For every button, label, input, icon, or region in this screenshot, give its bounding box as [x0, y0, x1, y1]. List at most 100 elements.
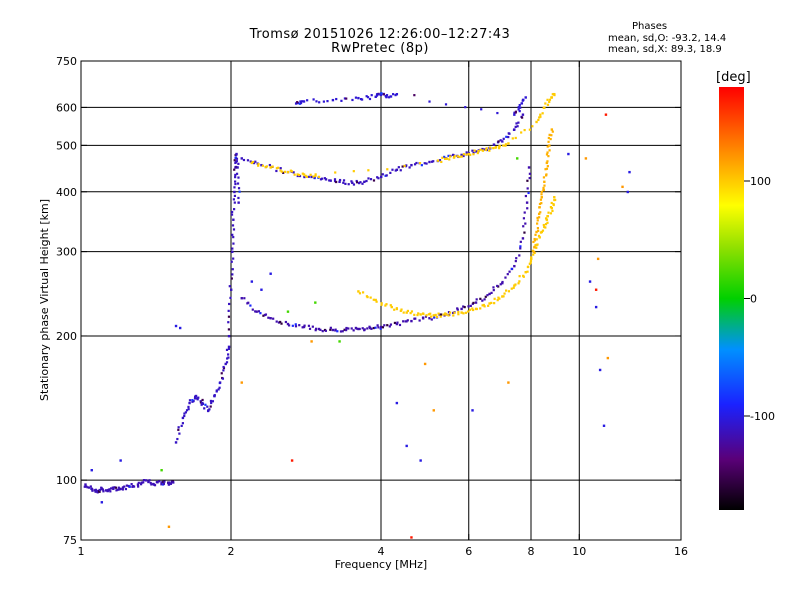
- data-point: [405, 311, 408, 314]
- trace-scatter: [167, 157, 624, 528]
- data-point: [519, 247, 522, 250]
- data-point: [275, 167, 279, 170]
- data-point: [344, 182, 347, 185]
- data-point: [367, 177, 370, 180]
- data-point: [351, 98, 354, 102]
- data-point: [355, 181, 359, 184]
- data-point: [116, 488, 119, 491]
- data-point: [250, 161, 254, 165]
- data-point: [277, 166, 280, 169]
- data-point: [290, 459, 294, 462]
- data-point: [626, 190, 629, 194]
- data-point: [150, 483, 153, 486]
- data-point: [380, 303, 383, 306]
- data-point: [536, 243, 539, 246]
- data-point: [117, 486, 120, 489]
- data-point: [512, 286, 515, 289]
- trace-x: [532, 128, 554, 254]
- data-point: [177, 426, 180, 429]
- data-point: [264, 313, 268, 316]
- data-point: [543, 180, 546, 184]
- data-point: [194, 394, 198, 398]
- data-point: [528, 172, 531, 175]
- data-point: [369, 178, 373, 181]
- data-point: [553, 196, 556, 199]
- data-point: [391, 168, 394, 171]
- data-point: [546, 165, 549, 168]
- data-point: [515, 257, 518, 260]
- data-point: [472, 151, 475, 155]
- data-point: [235, 172, 239, 175]
- data-point: [354, 96, 358, 99]
- x-tick-label: 6: [465, 545, 472, 558]
- data-point: [360, 98, 364, 101]
- data-point: [366, 327, 369, 330]
- data-point: [225, 348, 229, 351]
- data-point: [234, 180, 237, 183]
- data-point: [517, 106, 520, 109]
- data-point: [98, 490, 101, 493]
- data-point: [513, 113, 516, 116]
- trace-scatter: [160, 157, 519, 472]
- data-point: [513, 128, 516, 131]
- data-point: [604, 113, 608, 116]
- data-point: [510, 267, 513, 271]
- data-point: [518, 280, 521, 283]
- data-point: [294, 102, 298, 105]
- data-point: [518, 106, 522, 109]
- data-point: [394, 94, 397, 97]
- data-point: [292, 171, 295, 174]
- data-point: [542, 189, 545, 192]
- data-point: [471, 409, 474, 412]
- data-point: [163, 480, 166, 483]
- data-point: [531, 125, 534, 128]
- data-point: [109, 490, 112, 493]
- data-point: [296, 174, 299, 178]
- data-point: [319, 328, 322, 331]
- data-point: [402, 311, 405, 314]
- data-point: [358, 292, 362, 295]
- data-point: [418, 162, 422, 165]
- data-point: [319, 178, 323, 181]
- data-point: [498, 147, 501, 150]
- data-point: [233, 168, 236, 171]
- data-point: [457, 310, 460, 314]
- data-point: [343, 97, 347, 100]
- data-point: [187, 405, 190, 409]
- data-point: [234, 173, 237, 177]
- data-point: [539, 198, 543, 201]
- data-point: [372, 179, 376, 182]
- data-point: [363, 180, 366, 184]
- data-point: [374, 95, 377, 99]
- data-point: [406, 319, 409, 322]
- data-point: [399, 309, 402, 312]
- data-point: [397, 166, 400, 169]
- data-point: [380, 175, 383, 179]
- data-point: [251, 160, 255, 164]
- data-point: [336, 330, 339, 333]
- data-point: [526, 179, 529, 182]
- data-point: [331, 328, 335, 332]
- data-point: [460, 155, 463, 158]
- data-point: [538, 116, 541, 119]
- data-point: [225, 361, 229, 364]
- data-point: [547, 140, 550, 143]
- data-point: [390, 305, 393, 309]
- data-point: [447, 314, 450, 317]
- data-point: [472, 153, 475, 156]
- data-point: [324, 329, 327, 332]
- data-point: [538, 236, 541, 239]
- data-point: [350, 180, 353, 183]
- data-point: [425, 314, 428, 317]
- data-point: [112, 487, 115, 491]
- data-point: [464, 311, 468, 314]
- data-point: [542, 223, 545, 227]
- data-point: [395, 401, 399, 405]
- data-point: [528, 262, 531, 265]
- colorbar-ticks: 100 0 -100: [744, 175, 775, 423]
- colorbar-tick-label: -100: [750, 410, 775, 423]
- data-point: [465, 153, 468, 156]
- data-point: [350, 327, 353, 330]
- data-point: [227, 356, 230, 359]
- data-point: [525, 201, 529, 204]
